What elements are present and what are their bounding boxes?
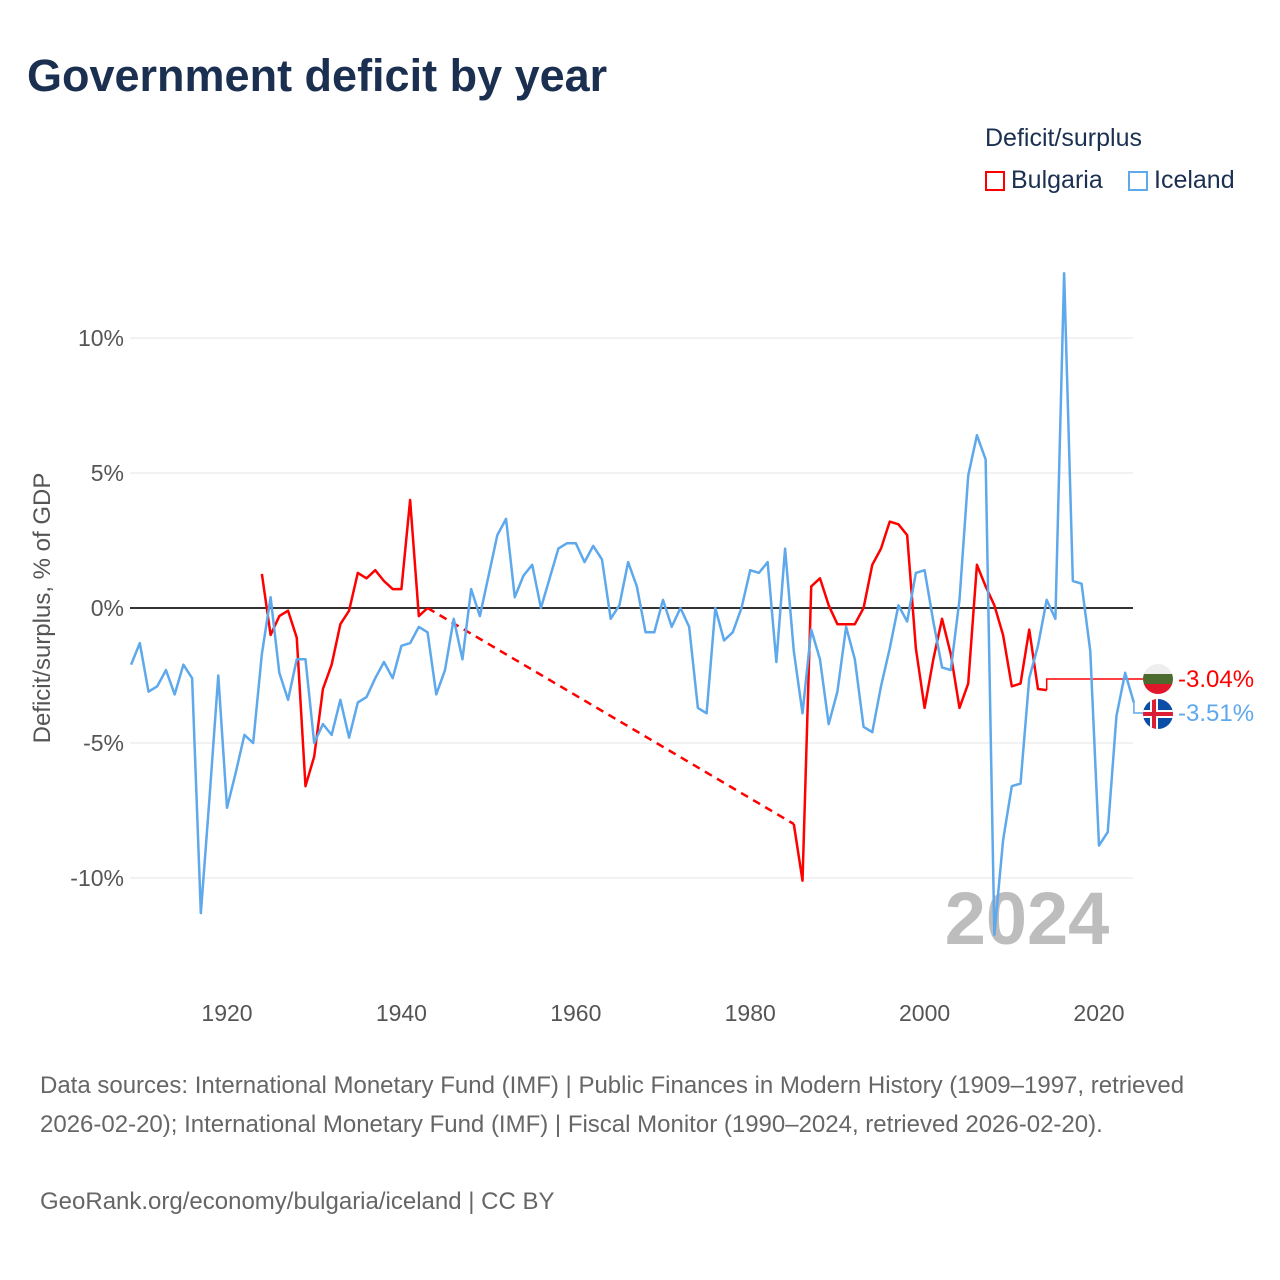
end-label-iceland: -3.51% — [1178, 700, 1254, 727]
y-axis-label: Deficit/surplus, % of GDP — [29, 473, 56, 744]
series-line-bulgaria[interactable] — [260, 498, 429, 788]
legend-title: Deficit/surplus — [985, 124, 1142, 152]
x-tick-label: 1960 — [550, 1000, 601, 1026]
x-tick-label: 1940 — [376, 1000, 427, 1026]
x-tick-label: 1980 — [725, 1000, 776, 1026]
y-tick-label: -5% — [83, 730, 124, 756]
y-tick-label: 0% — [91, 595, 124, 621]
flag-bulgaria-icon — [1143, 664, 1173, 694]
end-label-bulgaria: -3.04% — [1178, 666, 1254, 693]
series-gap-bulgaria — [426, 606, 795, 826]
legend-item-iceland[interactable]: Iceland — [1128, 166, 1235, 195]
x-tick-label: 1920 — [201, 1000, 252, 1026]
flag-iceland-icon — [1143, 699, 1173, 729]
credit-link[interactable]: GeoRank.org/economy/bulgaria/iceland | C… — [40, 1188, 555, 1215]
end-label-connector-bulgaria — [1045, 678, 1143, 691]
series-line-bulgaria[interactable] — [792, 520, 1047, 882]
y-tick-label: -10% — [70, 865, 124, 891]
data-sources: Data sources: International Monetary Fun… — [40, 1072, 1185, 1138]
end-label-connector-iceland — [1133, 702, 1143, 714]
legend-swatch-bulgaria — [985, 170, 1005, 191]
legend-label-bulgaria: Bulgaria — [1011, 166, 1103, 194]
series-line-iceland[interactable] — [129, 271, 1136, 936]
legend-label-iceland: Iceland — [1154, 166, 1235, 194]
x-tick-label: 2020 — [1073, 1000, 1124, 1026]
current-year-watermark: 2024 — [945, 877, 1110, 960]
y-tick-label: 10% — [78, 325, 124, 351]
legend-item-bulgaria[interactable]: Bulgaria — [985, 166, 1103, 195]
y-tick-label: 5% — [91, 460, 124, 486]
legend-swatch-iceland — [1128, 170, 1148, 191]
chart-title: Government deficit by year — [27, 50, 608, 101]
x-tick-label: 2000 — [899, 1000, 950, 1026]
